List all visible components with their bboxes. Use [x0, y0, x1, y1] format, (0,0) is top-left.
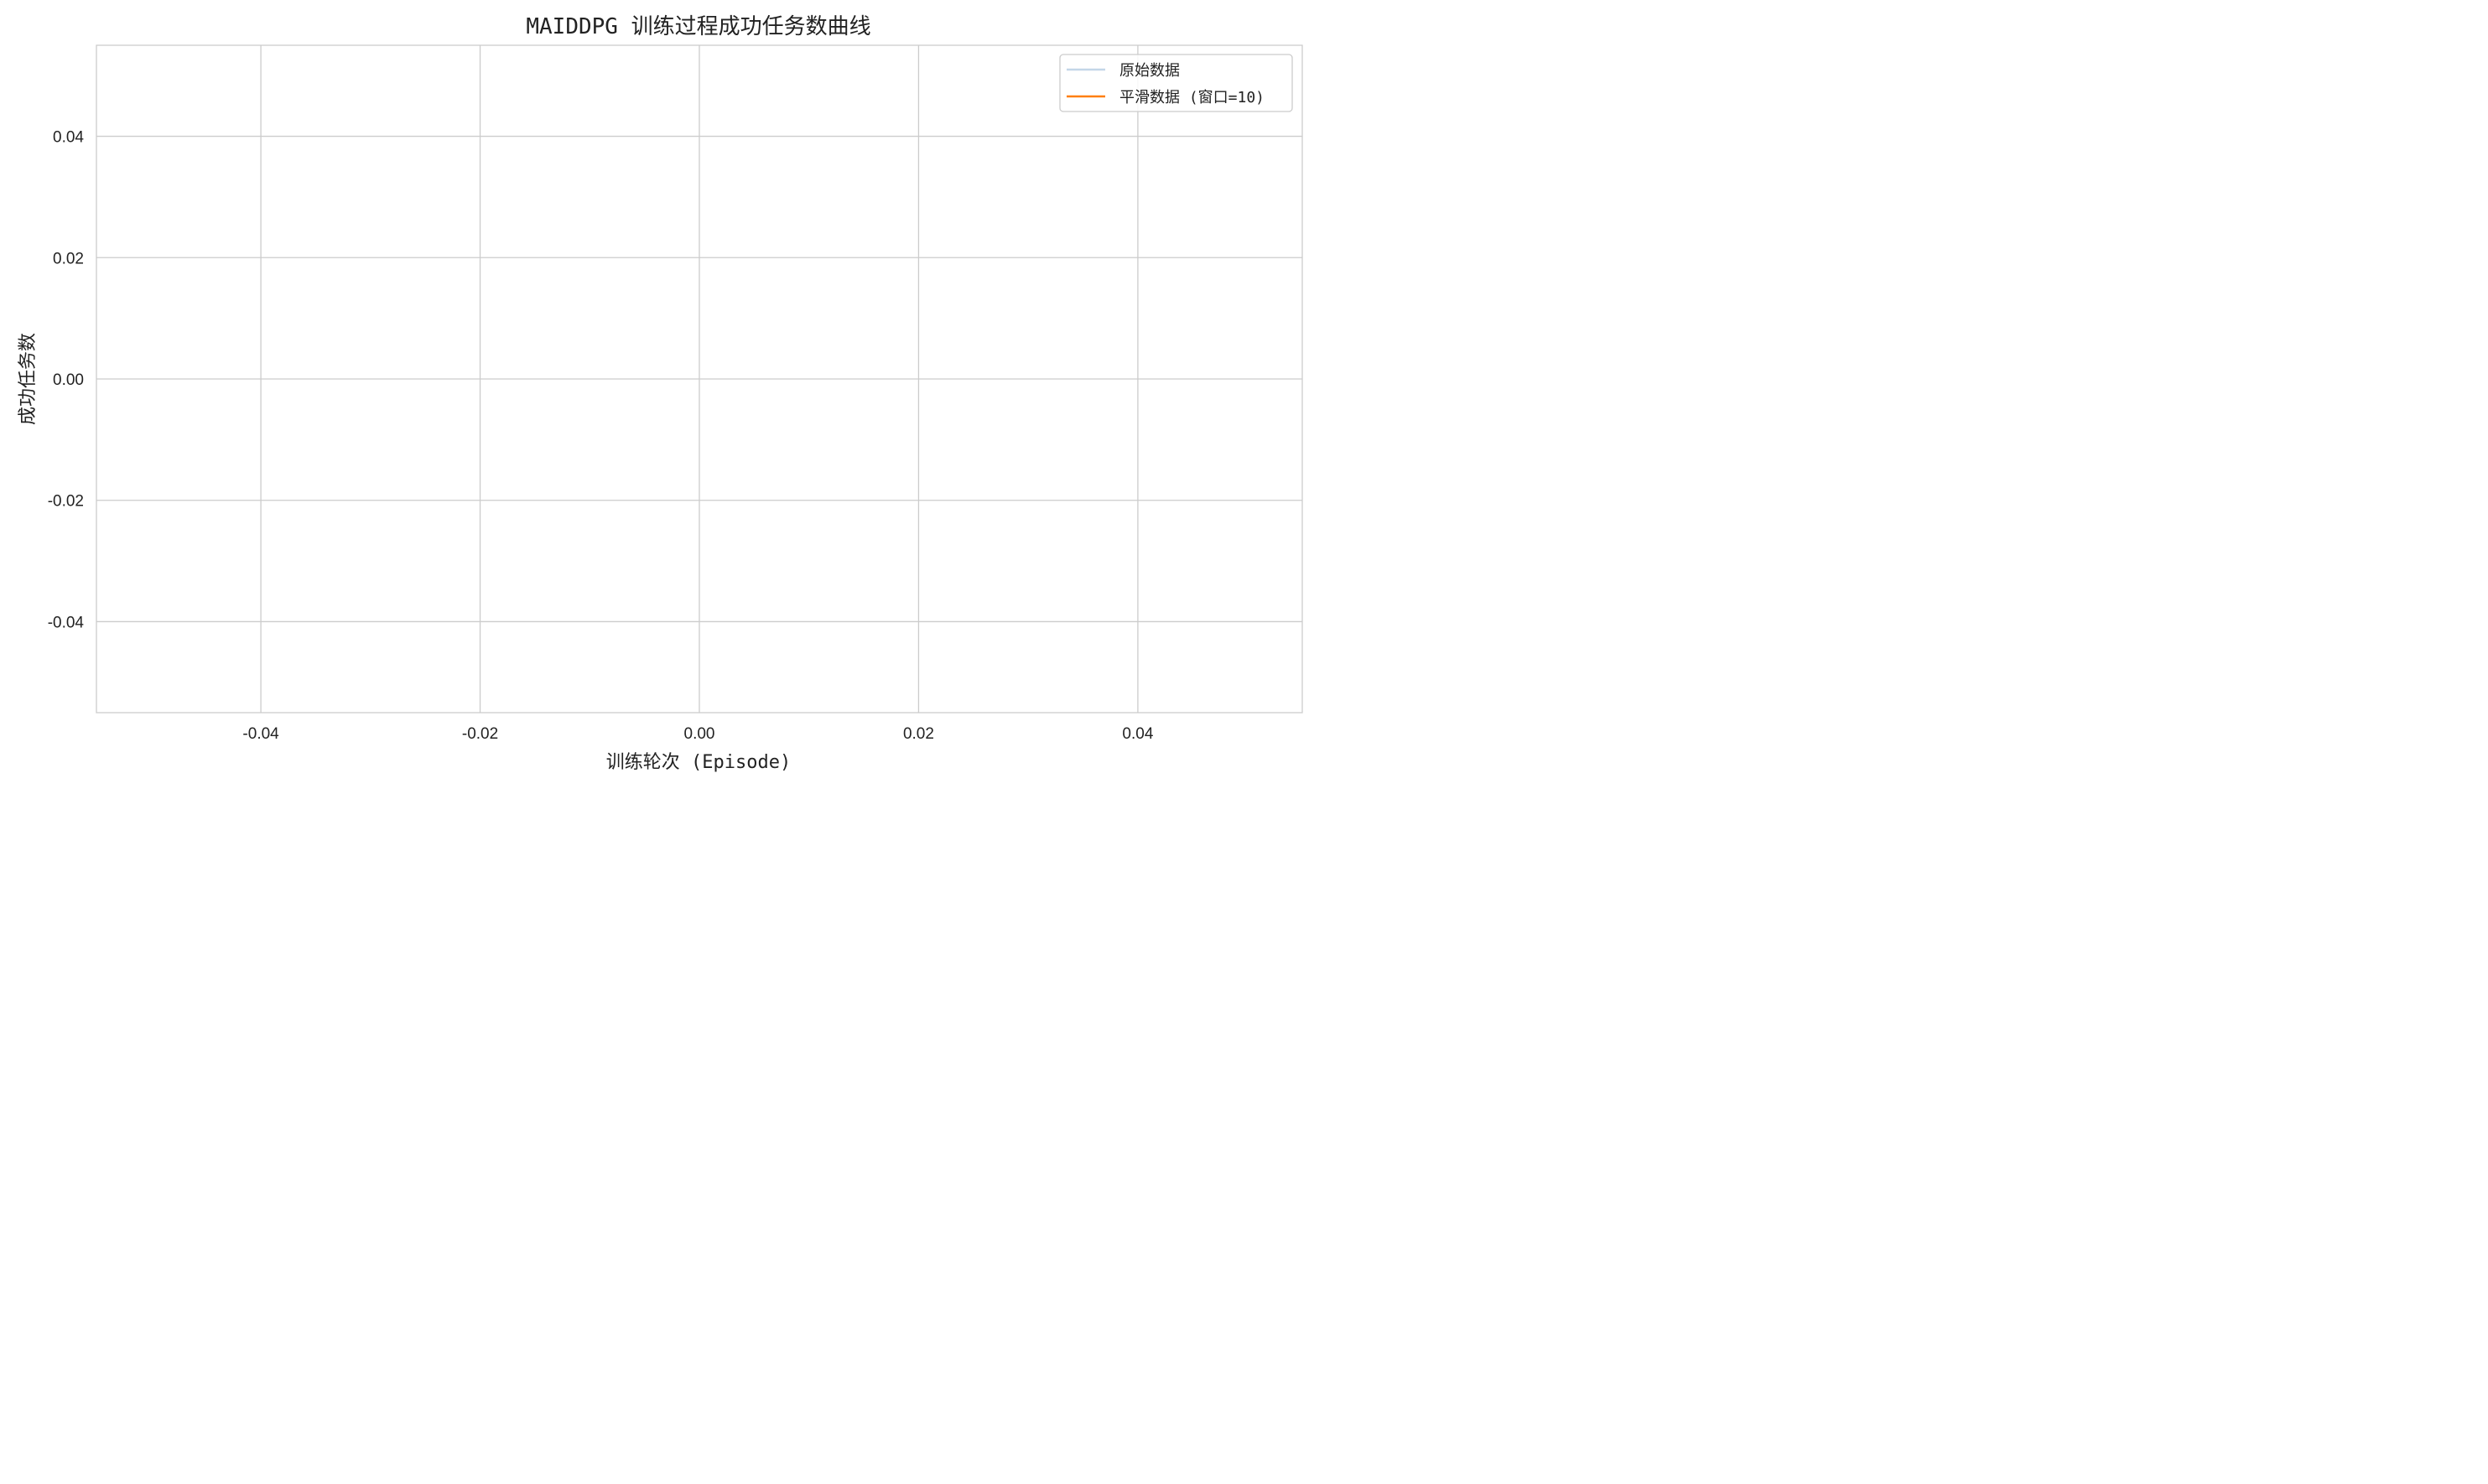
x-tick-label: -0.04 — [242, 725, 279, 743]
x-axis-label: 训练轮次 (Episode) — [606, 752, 791, 773]
legend-label-raw: 原始数据 — [1119, 62, 1180, 80]
y-axis-label: 成功任务数 — [18, 333, 39, 425]
x-axis-ticks: -0.04 -0.02 0.00 0.02 0.04 — [242, 725, 1153, 743]
legend: 原始数据 平滑数据 (窗口=10) — [1059, 54, 1293, 112]
chart-title: MAIDDPG 训练过程成功任务数曲线 — [526, 14, 870, 39]
y-tick-label: 0.02 — [53, 250, 84, 267]
plot-area — [96, 44, 1303, 713]
x-tick-label: 0.04 — [1122, 725, 1153, 743]
x-tick-label: 0.02 — [903, 725, 934, 743]
y-tick-label: -0.04 — [48, 614, 85, 631]
grid — [96, 45, 1302, 713]
x-tick-label: 0.00 — [684, 725, 715, 743]
y-tick-label: 0.00 — [53, 371, 84, 389]
legend-box — [1059, 54, 1293, 112]
legend-label-smoothed: 平滑数据 (窗口=10) — [1119, 89, 1265, 106]
y-tick-label: 0.04 — [53, 129, 84, 147]
y-tick-label: -0.02 — [48, 493, 84, 511]
x-tick-label: -0.02 — [462, 725, 498, 743]
y-axis-ticks: 0.04 0.02 0.00 -0.02 -0.04 — [48, 129, 85, 632]
chart: MAIDDPG 训练过程成功任务数曲线 -0.04 -0.02 0.00 0.02 0.… — [0, 0, 1314, 783]
chart-canvas: MAIDDPG 训练过程成功任务数曲线 -0.04 -0.02 0.00 0.02 0.… — [18, 14, 1303, 773]
